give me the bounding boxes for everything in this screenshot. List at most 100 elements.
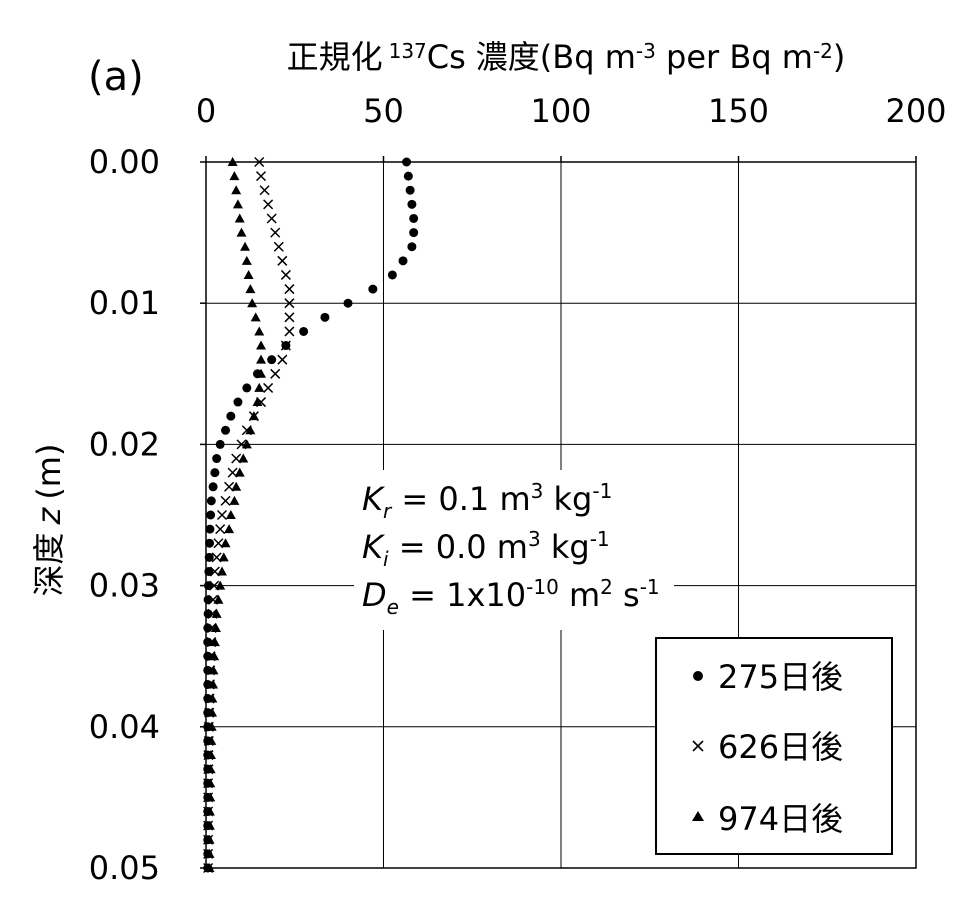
point-triangle [231, 185, 242, 195]
point-triangle [229, 495, 240, 505]
point-triangle [229, 171, 240, 181]
point-circle [403, 171, 413, 181]
point-circle [226, 411, 236, 421]
point-triangle [234, 213, 245, 223]
point-triangle [205, 792, 216, 802]
point-triangle [204, 848, 215, 858]
point-x [263, 199, 274, 210]
point-circle [203, 651, 213, 661]
point-triangle [206, 721, 217, 731]
point-triangle [216, 566, 227, 576]
point-triangle [218, 552, 229, 562]
y-tick-label: 0.01 [89, 284, 160, 322]
point-circle [206, 496, 216, 506]
point-circle [208, 482, 218, 492]
annotation-de: De = 1x10-10 m2 s-1 [362, 575, 660, 619]
point-circle [343, 298, 353, 308]
annotations: Kr = 0.1 m3 kg-1 Ki = 0.0 m3 kg-1 De = 1… [362, 479, 660, 619]
point-circle [206, 510, 216, 520]
point-triangle [236, 227, 247, 237]
point-circle [210, 468, 220, 478]
point-circle [203, 581, 213, 591]
point-triangle [247, 298, 258, 308]
point-circle [205, 538, 215, 548]
x-axis-title: 正規化 137Cs 濃度(Bq m-3 per Bq m-2) [287, 38, 846, 76]
point-x [215, 524, 226, 535]
data-points [203, 156, 419, 874]
y-tick-label: 0.02 [89, 425, 160, 463]
point-triangle [225, 510, 236, 519]
point-circle [409, 228, 419, 238]
x-tick-label: 0 [196, 92, 216, 130]
point-triangle [213, 594, 224, 604]
point-triangle [243, 269, 254, 279]
point-circle [405, 185, 415, 195]
y-tick-label: 0.04 [89, 708, 160, 746]
point-circle [387, 270, 397, 280]
point-triangle [245, 425, 256, 435]
point-triangle [210, 622, 221, 632]
point-circle [205, 524, 215, 534]
point-triangle [254, 382, 265, 392]
point-x [259, 185, 270, 196]
point-triangle [241, 439, 252, 449]
series-x [203, 156, 295, 874]
x-tick-label: 200 [885, 92, 946, 130]
point-triangle [207, 693, 218, 703]
annotation-ki: Ki = 0.0 m3 kg-1 [362, 527, 610, 571]
point-circle [368, 284, 378, 294]
point-x [284, 312, 295, 323]
point-x [255, 171, 267, 182]
point-circle [212, 454, 222, 464]
point-triangle [224, 524, 235, 534]
point-triangle [250, 312, 261, 322]
point-triangle [215, 580, 226, 590]
y-axis-title: 深度z(m) [30, 444, 68, 597]
point-triangle [248, 411, 259, 421]
point-triangle [205, 764, 216, 774]
point-x [277, 354, 288, 365]
point-circle [299, 326, 309, 336]
point-circle [203, 595, 213, 605]
point-x [273, 241, 284, 252]
annotation-background [354, 470, 674, 630]
point-triangle [204, 834, 215, 844]
point-circle [407, 199, 417, 209]
point-triangle [254, 326, 265, 336]
point-triangle [211, 608, 222, 618]
point-x [284, 326, 295, 337]
point-triangle [207, 707, 218, 717]
point-triangle [209, 637, 220, 647]
point-triangle [256, 340, 267, 350]
point-circle [221, 425, 231, 435]
point-triangle [240, 241, 251, 251]
x-tick-label: 100 [530, 92, 591, 130]
point-triangle [252, 397, 263, 407]
x-tick-label: 50 [363, 92, 404, 130]
legend-marker-triangle [692, 811, 704, 821]
legend-marker-circle [693, 671, 703, 681]
point-circle [267, 355, 277, 365]
point-triangle [209, 651, 220, 661]
y-tick-labels: 0.00 0.01 0.02 0.03 0.04 0.05 [89, 143, 160, 887]
point-circle [398, 256, 408, 266]
point-x [254, 156, 265, 168]
point-x [216, 509, 228, 521]
point-triangle [256, 354, 267, 364]
point-triangle [206, 735, 217, 745]
point-circle [407, 242, 417, 252]
point-triangle [245, 284, 256, 294]
point-triangle [208, 679, 219, 689]
point-triangle [204, 820, 215, 830]
point-triangle [204, 863, 215, 872]
point-circle [402, 157, 412, 167]
x-tick-labels: 0 50 100 150 200 [196, 92, 947, 130]
legend: 275日後 626日後 974日後 [655, 637, 893, 855]
y-tick-label: 0.03 [89, 567, 160, 605]
point-circle [203, 609, 213, 619]
point-x [263, 382, 274, 393]
x-tick-label: 150 [708, 92, 769, 130]
point-x [220, 495, 231, 506]
point-triangle [241, 255, 252, 265]
